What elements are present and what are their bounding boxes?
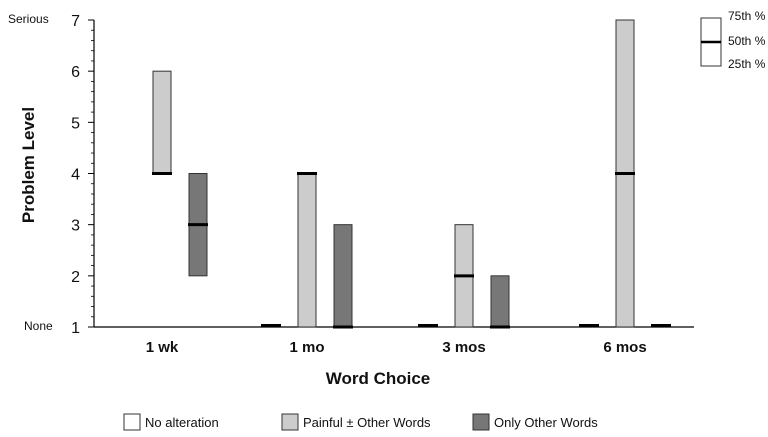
axes: 1 2 3 4 5 6 7 1 wk 1 mo 3 mos 6 mos (71, 13, 694, 356)
y-tick-label: 6 (71, 64, 80, 81)
x-tick-label: 6 mos (603, 339, 646, 356)
key-label: 25th % (728, 57, 766, 71)
y-tick-label: 5 (71, 115, 80, 132)
y-axis-title: Problem Level (19, 107, 38, 223)
legend-label: No alteration (145, 415, 219, 430)
key-label: 50th % (728, 34, 766, 48)
legend: No alteration Painful ± Other Words Only O… (123, 413, 598, 431)
x-tick-label: 1 wk (146, 339, 179, 356)
y-tick-label: 1 (71, 320, 80, 337)
key-label: 75th % (728, 9, 766, 23)
box (297, 173, 317, 328)
y-tick-label: 3 (71, 218, 80, 235)
y-top-text: Serious (8, 12, 49, 26)
x-tick-label: 1 mo (289, 339, 324, 356)
y-tick-label: 2 (71, 269, 80, 286)
legend-label: Painful ± Other Words (303, 415, 431, 430)
box (333, 224, 353, 328)
boxes (152, 19, 671, 329)
percentile-key: 75th % 50th % 25th % (700, 9, 766, 71)
box (152, 70, 172, 174)
y-tick-label: 7 (71, 13, 80, 30)
x-tick-label: 3 mos (442, 339, 485, 356)
legend-swatch (472, 413, 490, 431)
y-bottom-text: None (24, 319, 53, 333)
y-tick-label: 4 (71, 167, 80, 184)
x-axis-title: Word Choice (326, 369, 431, 388)
legend-label: Only Other Words (494, 415, 598, 430)
legend-swatch (281, 413, 299, 431)
box (490, 275, 510, 328)
legend-swatch (123, 413, 141, 431)
